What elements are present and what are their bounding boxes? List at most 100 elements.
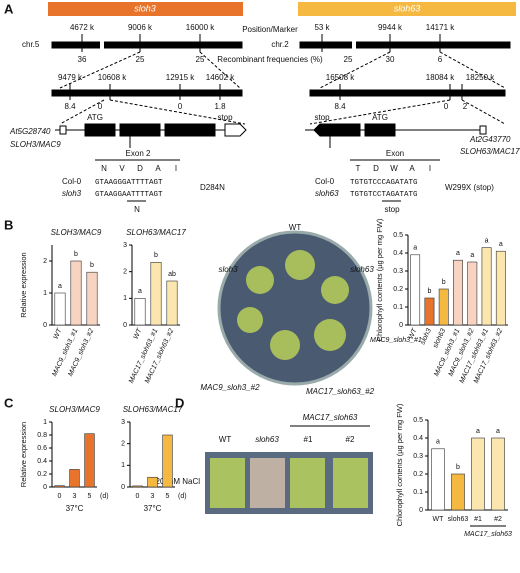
photo-label: MAC9_sloh3_#2 [200,383,260,392]
sequence: TGTGTCCCAGATATG [350,179,418,187]
panel-letter: A [4,1,14,16]
y-tick-label: 0.5 [393,232,403,239]
y-tick-label: 0 [43,484,47,491]
x-tick-label: WT [53,327,64,340]
y-axis-label: Relative expression [19,252,28,317]
x-tick-label: WT [433,516,445,523]
frequency: 2 [463,102,468,111]
marker: 18084 k [426,73,455,82]
x-tick-label: sloh63 [432,328,447,350]
y-tick-label: 0.3 [393,268,403,275]
significance-letter: a [499,241,503,248]
y-tick-label: 3 [121,419,125,426]
significance-letter: a [138,288,142,295]
marker: 16508 k [326,73,355,82]
frequency: 36 [78,55,87,64]
amino-acid: N [101,164,107,173]
line-name: sloh63 [315,189,339,198]
amino-acid: A [409,164,415,173]
start-codon: ATG [87,113,103,122]
marker: 12915 k [166,73,195,82]
amino-acid: I [429,164,431,173]
y-tick-label: 0 [123,322,127,329]
marker: 4672 k [70,23,95,32]
chromosome: chr.2 [271,40,289,49]
y-tick-label: 1 [123,295,127,302]
stop-codon: stop [314,113,330,122]
sequence: TGTGTCCTAGATATG [350,191,418,199]
x-unit: (d) [178,493,187,500]
x-tick-label: sloh3 [419,328,432,346]
bar [471,437,485,511]
panel-letter: B [4,217,13,232]
x-tick-label: WT [408,327,419,340]
y-tick-label: 0.1 [393,304,403,311]
y-tick-label: 0.5 [413,417,423,424]
amino-acid: T [356,164,361,173]
bar [84,433,95,488]
panel-letter: C [4,395,14,410]
x-tick-label: 3 [73,493,77,500]
mutant-name: sloh3 [134,3,156,13]
line-name: Col-0 [315,177,335,186]
significance-letter: a [496,428,500,435]
changed-residue: N [134,205,140,214]
seedlings [210,458,368,508]
bar [495,250,506,326]
x-tick-label: #1 [474,516,482,523]
y-tick-label: 1 [43,419,47,426]
start-codon: ATG [372,113,388,122]
chart-title: SLOH3/MAC9 [49,405,100,414]
y-tick-label: 0.8 [37,432,47,439]
bar [438,288,449,326]
amino-acid: A [155,164,161,173]
chart-title: SLOH3/MAC9 [51,228,102,237]
y-tick-label: 0.4 [37,458,47,465]
frequency: 6 [438,55,443,64]
photo-label: WT [289,223,302,232]
significance-letter: a [456,250,460,257]
gene-name: SLOH3/MAC9 [10,140,61,149]
bar [86,271,98,326]
y-tick-label: 2 [121,441,125,448]
marker: 9944 k [378,23,403,32]
significance-letter: b [154,252,158,259]
y-tick-label: 0 [419,507,423,514]
bar [424,297,435,326]
y-axis-label: Relative expression [19,422,28,487]
chart-title: SLOH63/MAC17 [126,228,186,237]
x-axis-label: 37°C [144,504,162,513]
photo-label: MAC17_sloh63 [303,413,358,422]
label: Recombinant frequencies (%) [217,55,323,64]
x-tick-label: #2 [494,516,502,523]
significance-letter: a [485,237,489,244]
frequency: 0 [444,102,449,111]
panel-letter: D [175,395,184,410]
y-tick-label: 0.2 [413,471,423,478]
x-tick-label: 5 [166,493,170,500]
stop-codon: stop [217,113,233,122]
treatment: 220 mM NaCl [151,477,200,486]
significance-letter: b [74,251,78,258]
marker: 14602 k [206,73,235,82]
x-tick-label: WT [133,327,144,340]
amino-acid: D [373,164,379,173]
frequency: 0 [178,102,183,111]
significance-letter: b [90,262,94,269]
significance-letter: a [476,428,480,435]
significance-letter: b [442,279,446,286]
photo-label: #1 [304,435,313,444]
amino-acid: V [119,164,125,173]
seedlings [237,250,349,360]
bar [70,260,82,326]
bar [451,473,465,511]
significance-letter: b [456,464,460,471]
photo-label: WT [219,435,232,444]
y-tick-label: 0 [121,484,125,491]
mutation: D284N [200,183,225,192]
marker: 10608 k [98,73,127,82]
marker: 16000 k [186,23,215,32]
y-tick-label: 0 [43,322,47,329]
significance-letter: a [436,439,440,446]
y-tick-label: 0.2 [393,286,403,293]
